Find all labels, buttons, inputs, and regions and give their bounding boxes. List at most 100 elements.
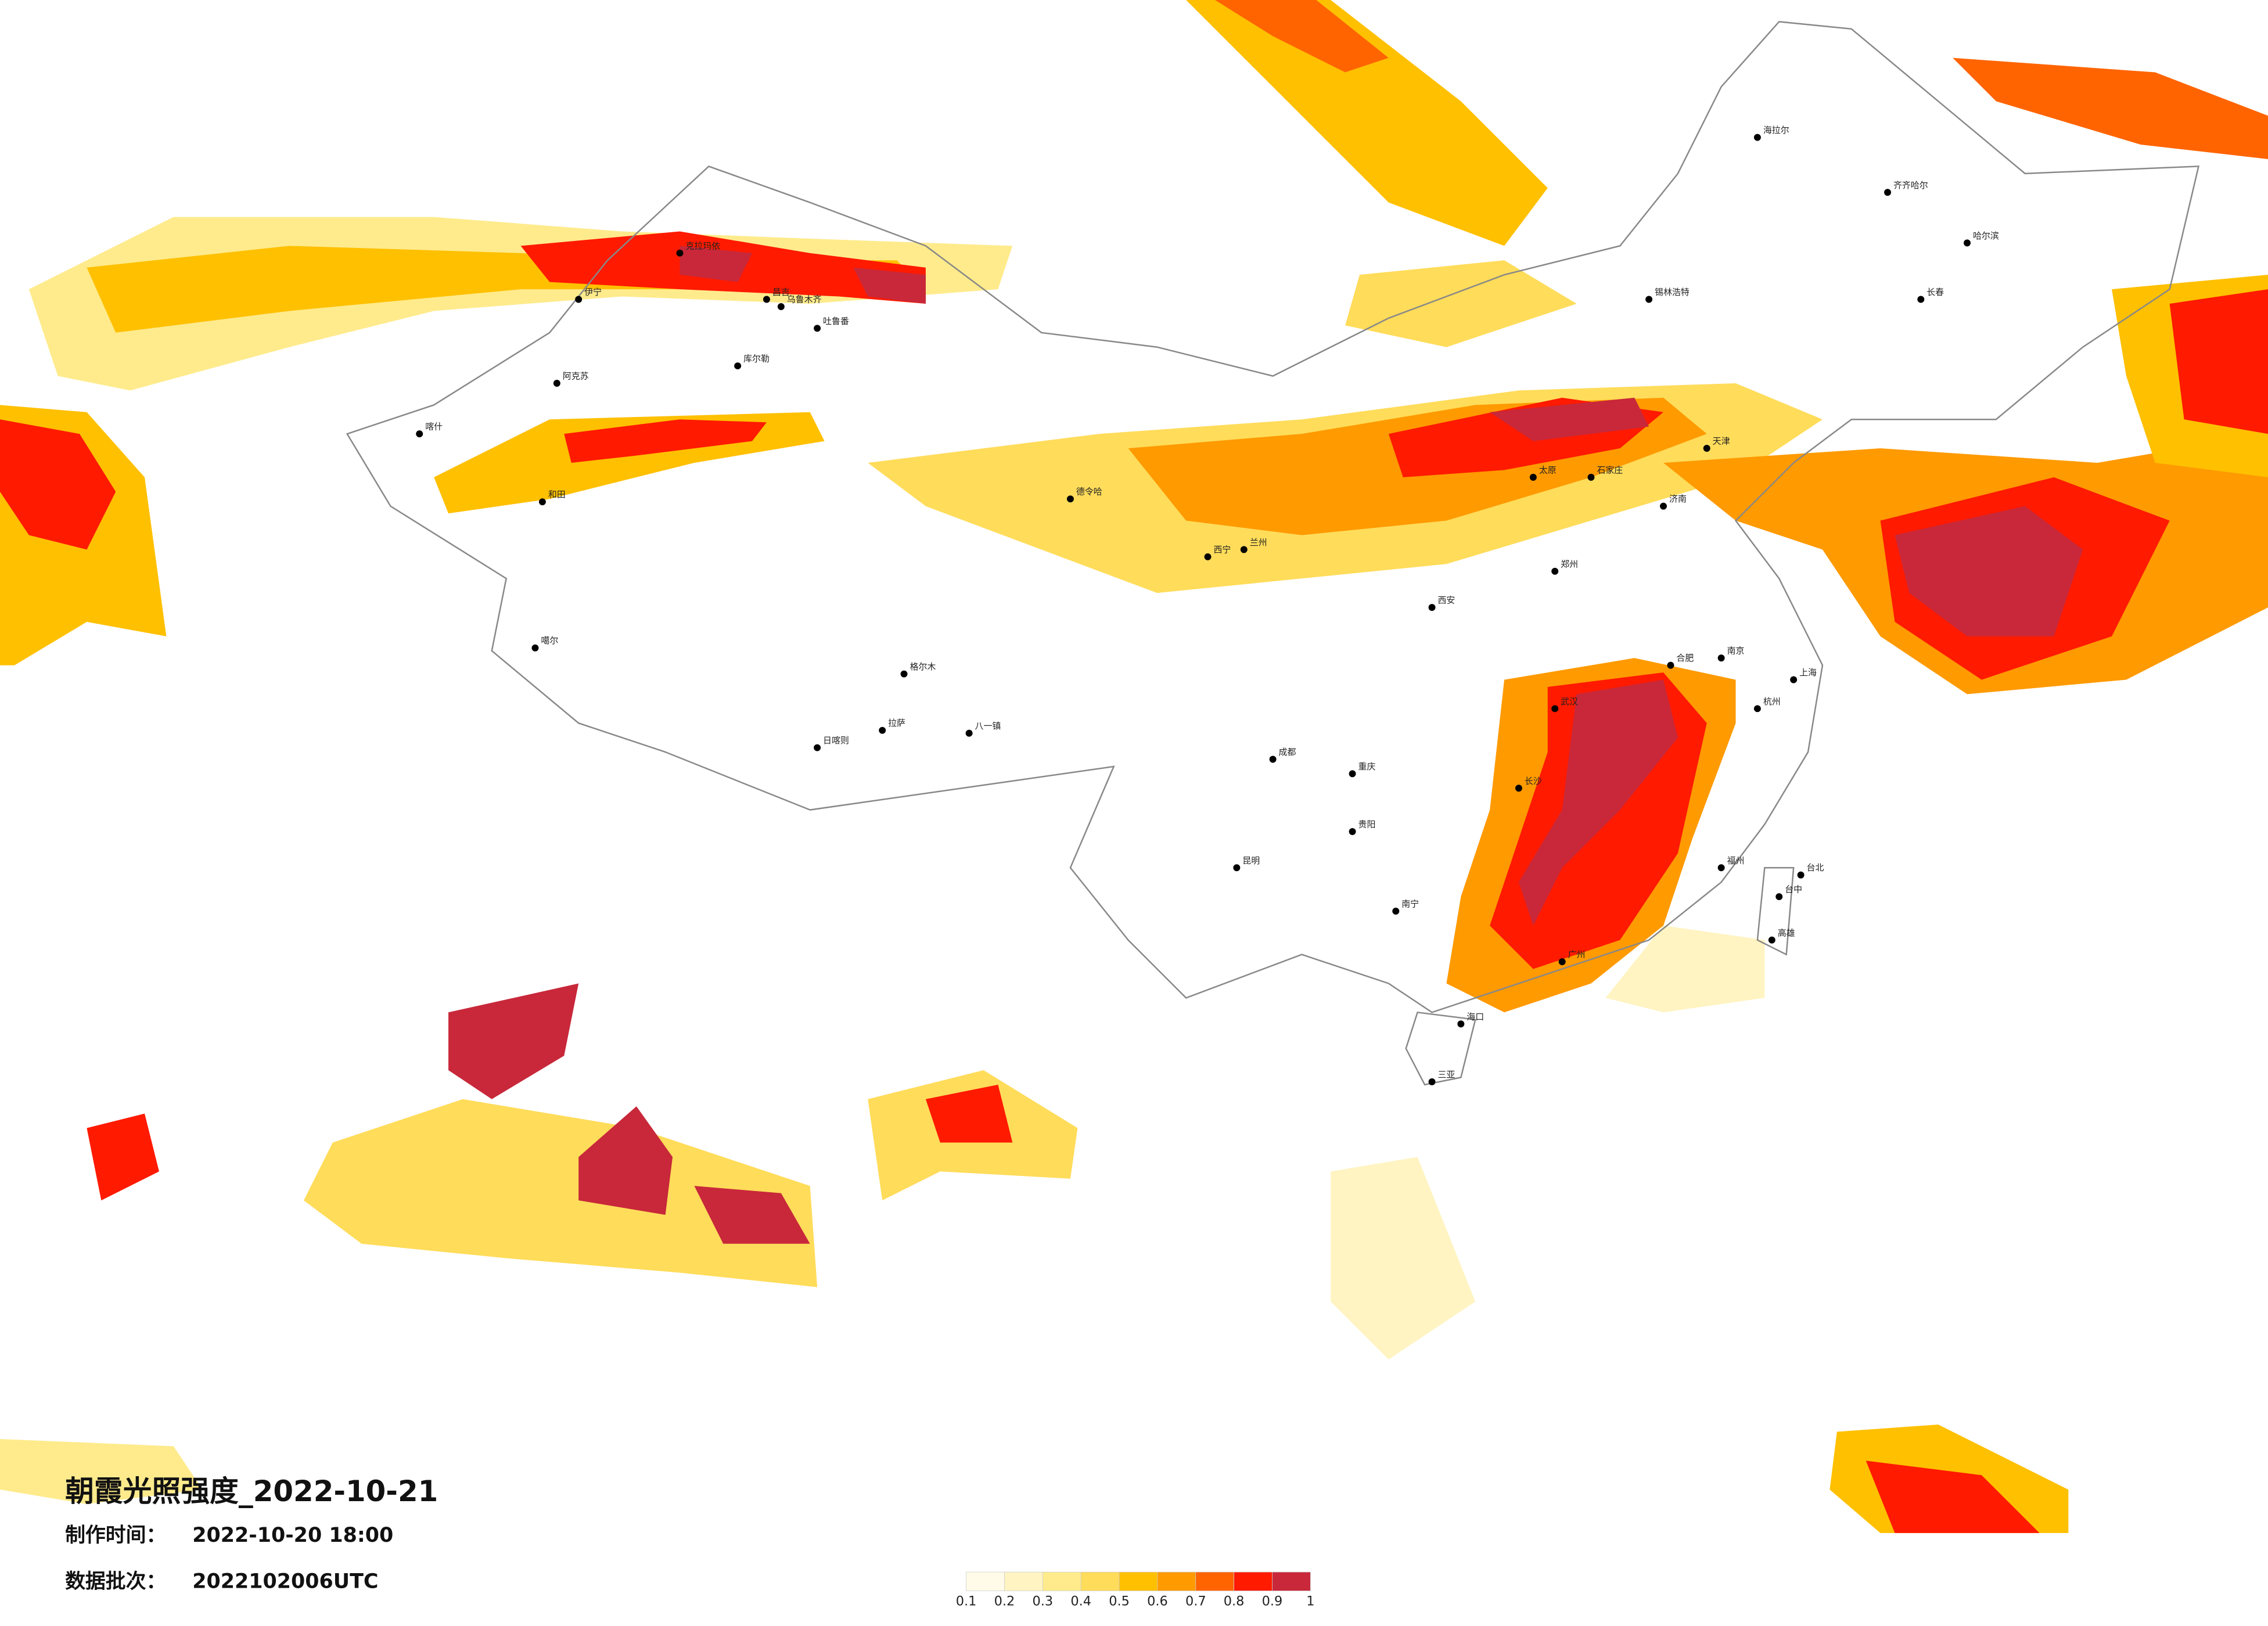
legend-tick-label: 0.4 bbox=[1070, 1593, 1091, 1609]
city-dot bbox=[1066, 495, 1074, 503]
city-label: 天津 bbox=[1713, 436, 1730, 447]
city-label: 昌吉 bbox=[772, 287, 790, 297]
city-dot bbox=[1768, 936, 1775, 944]
city-dot bbox=[777, 303, 785, 310]
legend-tick-label: 0.9 bbox=[1262, 1593, 1283, 1609]
heat-area bbox=[564, 419, 767, 463]
city-dot bbox=[1775, 893, 1783, 901]
heat-area bbox=[1518, 679, 1678, 926]
heat-area bbox=[303, 1099, 818, 1287]
heat-area bbox=[925, 1084, 1013, 1143]
city-dot bbox=[1753, 134, 1761, 141]
city-label: 格尔木 bbox=[910, 661, 936, 672]
legend-tick-label: 0.6 bbox=[1147, 1593, 1168, 1609]
city-dot bbox=[1884, 189, 1891, 196]
city-dot bbox=[553, 379, 560, 387]
city-label: 上海 bbox=[1799, 667, 1817, 678]
city-label: 拉萨 bbox=[888, 718, 905, 728]
city-label: 成都 bbox=[1279, 747, 1296, 757]
city-label: 杭州 bbox=[1763, 696, 1781, 707]
legend-tick-label: 0.5 bbox=[1109, 1593, 1130, 1609]
heat-area bbox=[1186, 0, 1548, 246]
city-dot bbox=[1660, 502, 1667, 510]
heat-area bbox=[1331, 1157, 1476, 1360]
city-dot bbox=[965, 729, 973, 737]
city-label: 武汉 bbox=[1561, 696, 1578, 707]
city-dot bbox=[1428, 1078, 1436, 1085]
heat-area bbox=[87, 1113, 159, 1201]
city-dot bbox=[1753, 705, 1761, 713]
city-dot bbox=[1457, 1020, 1465, 1028]
city-label: 海口 bbox=[1467, 1012, 1484, 1022]
heat-area bbox=[1490, 397, 1649, 441]
city-label: 伊宁 bbox=[584, 287, 602, 297]
city-label: 南宁 bbox=[1401, 899, 1419, 909]
city-label: 哈尔滨 bbox=[1973, 231, 1999, 241]
legend-tick-label: 0.2 bbox=[994, 1593, 1015, 1609]
batch-label: 数据批次： bbox=[65, 1570, 166, 1593]
city-dot bbox=[1667, 661, 1674, 669]
city-label: 三亚 bbox=[1437, 1069, 1455, 1080]
city-label: 兰州 bbox=[1250, 537, 1267, 548]
legend-swatch bbox=[1157, 1571, 1196, 1591]
heat-area bbox=[1953, 57, 2268, 159]
city-label: 噶尔 bbox=[541, 635, 558, 646]
legend-swatch bbox=[966, 1571, 1005, 1591]
city-dot bbox=[1515, 785, 1522, 792]
city-label: 重庆 bbox=[1358, 761, 1376, 772]
legend-swatch bbox=[1004, 1571, 1043, 1591]
legend-tick-label: 0.3 bbox=[1033, 1593, 1054, 1609]
city-dot bbox=[1645, 296, 1653, 303]
heat-area bbox=[1866, 1460, 2040, 1533]
city-dot bbox=[1717, 864, 1725, 872]
city-label: 乌鲁木齐 bbox=[787, 294, 822, 305]
city-label: 和田 bbox=[548, 490, 566, 500]
heat-area bbox=[1895, 506, 2083, 636]
legend-swatch bbox=[1272, 1571, 1311, 1591]
city-dot bbox=[763, 296, 770, 303]
city-label: 福州 bbox=[1727, 855, 1745, 866]
city-dot bbox=[575, 296, 583, 303]
city-dot bbox=[1349, 770, 1356, 778]
city-dot bbox=[1204, 553, 1212, 560]
country-outline bbox=[346, 21, 2200, 1013]
legend-tick-label: 0.8 bbox=[1224, 1593, 1245, 1609]
city-dot bbox=[1349, 828, 1356, 835]
city-label: 海拉尔 bbox=[1763, 125, 1789, 135]
city-label: 台北 bbox=[1807, 862, 1824, 873]
heat-area bbox=[2169, 289, 2268, 434]
city-label: 吐鲁番 bbox=[823, 316, 849, 326]
city-dot bbox=[1587, 473, 1595, 481]
city-dot bbox=[531, 644, 539, 652]
city-dot bbox=[1269, 756, 1277, 763]
city-label: 南京 bbox=[1727, 646, 1745, 656]
city-label: 克拉玛依 bbox=[685, 240, 720, 251]
legend-tick-label: 0.1 bbox=[956, 1593, 977, 1609]
city-dot bbox=[1551, 567, 1559, 575]
city-dot bbox=[1558, 958, 1566, 966]
legend-swatch bbox=[1119, 1571, 1158, 1591]
city-dot bbox=[1529, 473, 1537, 481]
city-dot bbox=[879, 726, 886, 734]
city-dot bbox=[1551, 705, 1559, 713]
city-label: 库尔勒 bbox=[743, 354, 770, 364]
legend-tick-label: 1 bbox=[1306, 1593, 1314, 1609]
city-label: 锡林浩特 bbox=[1655, 287, 1690, 297]
city-dot bbox=[734, 362, 742, 370]
city-dot bbox=[1240, 546, 1248, 553]
city-label: 齐齐哈尔 bbox=[1893, 180, 1928, 190]
heat-area bbox=[1605, 925, 1765, 1013]
heat-area bbox=[680, 246, 926, 304]
city-dot bbox=[1233, 864, 1241, 872]
city-label: 太原 bbox=[1539, 465, 1557, 475]
city-label: 长沙 bbox=[1525, 776, 1542, 786]
city-label: 德令哈 bbox=[1076, 487, 1102, 497]
city-label: 高雄 bbox=[1778, 927, 1795, 938]
city-label: 日喀则 bbox=[823, 735, 849, 746]
legend-swatch bbox=[1234, 1571, 1273, 1591]
made-time: 2022-10-20 18:00 bbox=[192, 1524, 393, 1547]
city-label: 西安 bbox=[1437, 595, 1455, 606]
heat-area bbox=[1214, 0, 1389, 73]
